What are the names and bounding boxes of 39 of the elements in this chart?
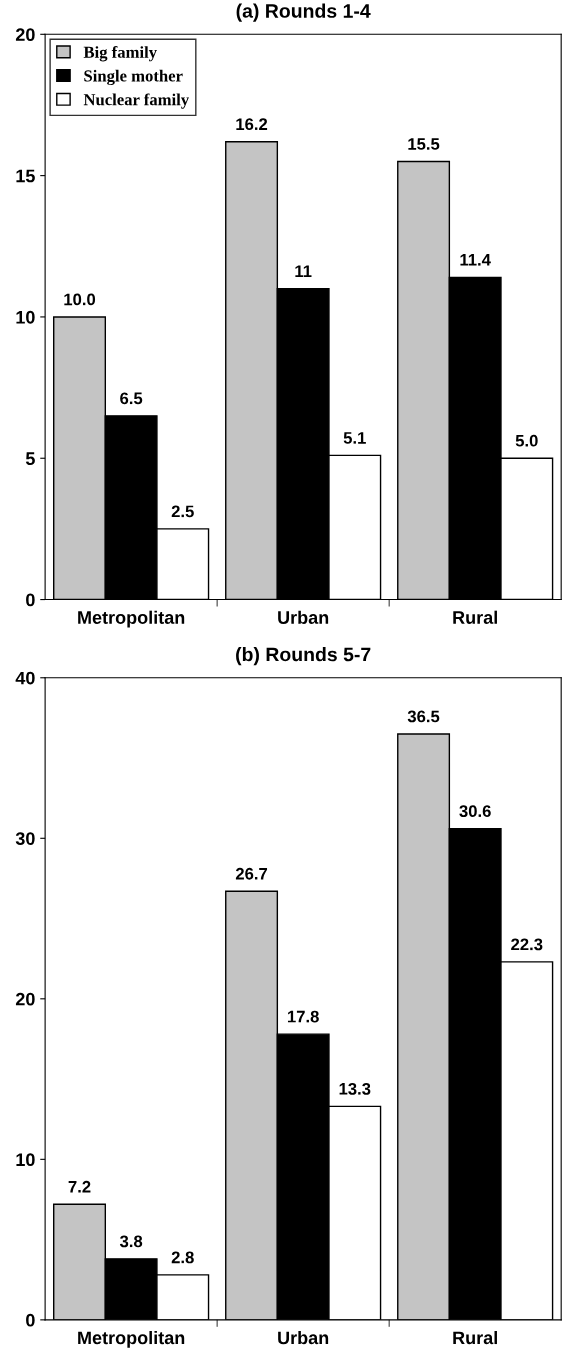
y-tick-label: 10 (16, 1153, 35, 1167)
data-label: 11 (295, 265, 312, 277)
x-tick-label: Rural (453, 610, 497, 624)
y-tick-label: 40 (15, 671, 35, 685)
data-label: 2.8 (171, 1251, 194, 1264)
y-tick-label: 0 (26, 1313, 35, 1327)
data-label: 5.1 (343, 432, 366, 444)
data-label: 6.5 (120, 392, 143, 405)
legend-label: Big family (83, 45, 157, 62)
data-label: 13.3 (339, 1082, 371, 1095)
data-label: 2.5 (171, 505, 194, 518)
data-label: 26.7 (235, 867, 268, 880)
y-tick-label: 0 (26, 593, 35, 607)
data-label: 15.5 (408, 138, 440, 150)
x-tick-label: Rural (453, 1330, 497, 1345)
legend-label: Nuclear family (83, 93, 189, 109)
y-tick-label: 20 (15, 992, 35, 1006)
data-label: 10.0 (64, 293, 96, 306)
y-tick-label: 20 (15, 28, 35, 42)
data-label: 11.4 (460, 254, 491, 266)
data-label: 5.0 (515, 434, 538, 447)
data-label: 30.6 (459, 805, 491, 818)
x-tick-label: Metropolitan (78, 610, 185, 628)
data-label: 7.2 (68, 1180, 91, 1193)
x-tick-label: Urban (278, 1330, 329, 1345)
data-label: 3.8 (119, 1235, 143, 1248)
y-tick-label: 5 (25, 452, 35, 465)
y-tick-label: 15 (16, 169, 35, 183)
data-label: 22.3 (511, 938, 543, 951)
y-tick-label: 10 (16, 310, 35, 324)
legend-label: Single mother (84, 69, 183, 86)
chart-title: (a) Rounds 1-4 (236, 3, 371, 22)
y-tick-label: 30 (15, 832, 35, 846)
data-label: 17.8 (287, 1010, 319, 1023)
x-tick-label: Metropolitan (78, 1330, 185, 1348)
data-label: 36.5 (407, 710, 440, 723)
chart-title: (b) Rounds 5-7 (236, 647, 371, 666)
data-label: 16.2 (236, 118, 268, 131)
x-tick-label: Urban (278, 610, 329, 624)
